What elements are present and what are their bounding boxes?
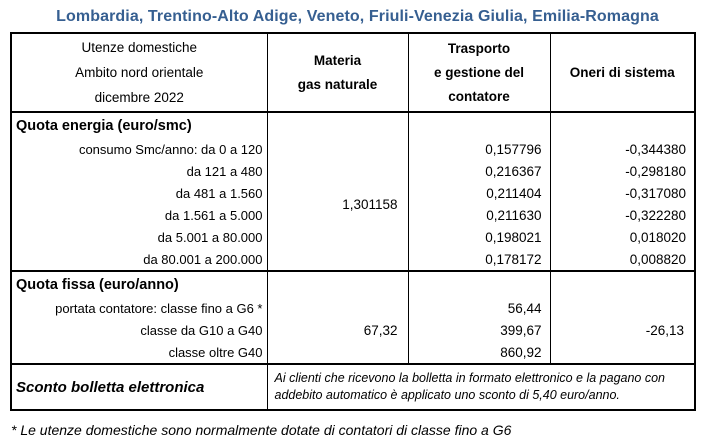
quota-fissa-section-label: Quota fissa (euro/anno) [11, 270, 267, 297]
page-title: Lombardia, Trentino-Alto Adige, Veneto, … [56, 8, 659, 25]
quota-energia-section-label: Quota energia (euro/smc) [16, 117, 192, 134]
row-label: da 121 a 480 [186, 163, 263, 179]
trasporto-value: 0,211404 [407, 182, 550, 204]
quota-fissa-label-row: Quota fissa (euro/anno) [11, 270, 695, 297]
sconto-label: Sconto bolletta elettronica [11, 363, 267, 410]
consumption-row: da 80.001 a 200.000 0,178172 0,008820 [11, 248, 695, 271]
consumption-row: da 1.561 a 5.000 0,211630 -0,322280 [11, 204, 695, 226]
sconto-note: Ai clienti che ricevono la bolletta in f… [266, 363, 695, 410]
meter-class-row: portata contatore: classe fino a G6 * 67… [11, 297, 695, 364]
empty-cell [407, 112, 550, 138]
header-trasporto-cell: Trasporto e gestione del contatore [407, 33, 550, 113]
row-label: da 481 a 1.560 [175, 185, 263, 201]
oneri-value: -0,298180 [549, 160, 695, 182]
trasporto-value: 0,216367 [407, 160, 550, 182]
trasporto-value: 56,44 [407, 297, 550, 319]
empty-cell [266, 270, 408, 297]
meter-class-row: classe oltre G40 860,92 [11, 341, 695, 364]
row-label: classe da G10 a G40 [140, 322, 263, 338]
consumption-row: da 481 a 1.560 0,211404 -0,317080 [11, 182, 695, 204]
empty-cell [266, 112, 408, 138]
trasporto-value: 0,211630 [407, 204, 550, 226]
oneri-value: 0,008820 [549, 248, 695, 271]
materia-merged-value: 67,32 [266, 297, 408, 364]
oneri-value: -0,322280 [549, 204, 695, 226]
quota-energia-label-row: Quota energia (euro/smc) [11, 112, 695, 138]
consumption-row: da 121 a 480 0,216367 -0,298180 [11, 160, 695, 182]
empty-cell [549, 270, 695, 297]
empty-cell [407, 270, 550, 297]
consumption-row: consumo Smc/anno: da 0 a 120 1,301158 0,… [11, 138, 695, 271]
header-oneri-cell: Oneri di sistema [549, 33, 695, 113]
trasporto-value: 0,178172 [407, 248, 550, 271]
sconto-row: Sconto bolletta elettronica Ai clienti c… [11, 363, 695, 410]
footnote: * Le utenze domestiche sono normalmente … [11, 422, 512, 438]
header-scope-cell: Utenze domestiche Ambito nord orientale … [11, 33, 267, 113]
row-label: da 5.001 a 80.000 [157, 229, 263, 245]
trasporto-value: 0,157796 [407, 138, 550, 160]
oneri-value: -0,344380 [549, 138, 695, 160]
meter-class-row: classe da G10 a G40 399,67 [11, 319, 695, 341]
row-label: da 80.001 a 200.000 [143, 251, 263, 267]
row-label: portata contatore: classe fino a G6 * [55, 300, 263, 316]
oneri-value: -0,317080 [549, 182, 695, 204]
trasporto-value: 399,67 [407, 319, 550, 341]
trasporto-value: 860,92 [407, 341, 550, 364]
tariff-table: Utenze domestiche Ambito nord orientale … [10, 32, 696, 411]
empty-cell [549, 112, 695, 138]
row-label: da 1.561 a 5.000 [164, 207, 263, 223]
materia-merged-value: 1,301158 [266, 138, 408, 271]
oneri-value: 0,018020 [549, 226, 695, 248]
header-materia-cell: Materia gas naturale [266, 33, 408, 113]
row-label: consumo Smc/anno: da 0 a 120 [78, 141, 263, 157]
oneri-merged-value: -26,13 [549, 297, 695, 364]
consumption-row: da 5.001 a 80.000 0,198021 0,018020 [11, 226, 695, 248]
table-header-row: Utenze domestiche Ambito nord orientale … [11, 33, 695, 113]
row-label: classe oltre G40 [168, 344, 263, 360]
trasporto-value: 0,198021 [407, 226, 550, 248]
